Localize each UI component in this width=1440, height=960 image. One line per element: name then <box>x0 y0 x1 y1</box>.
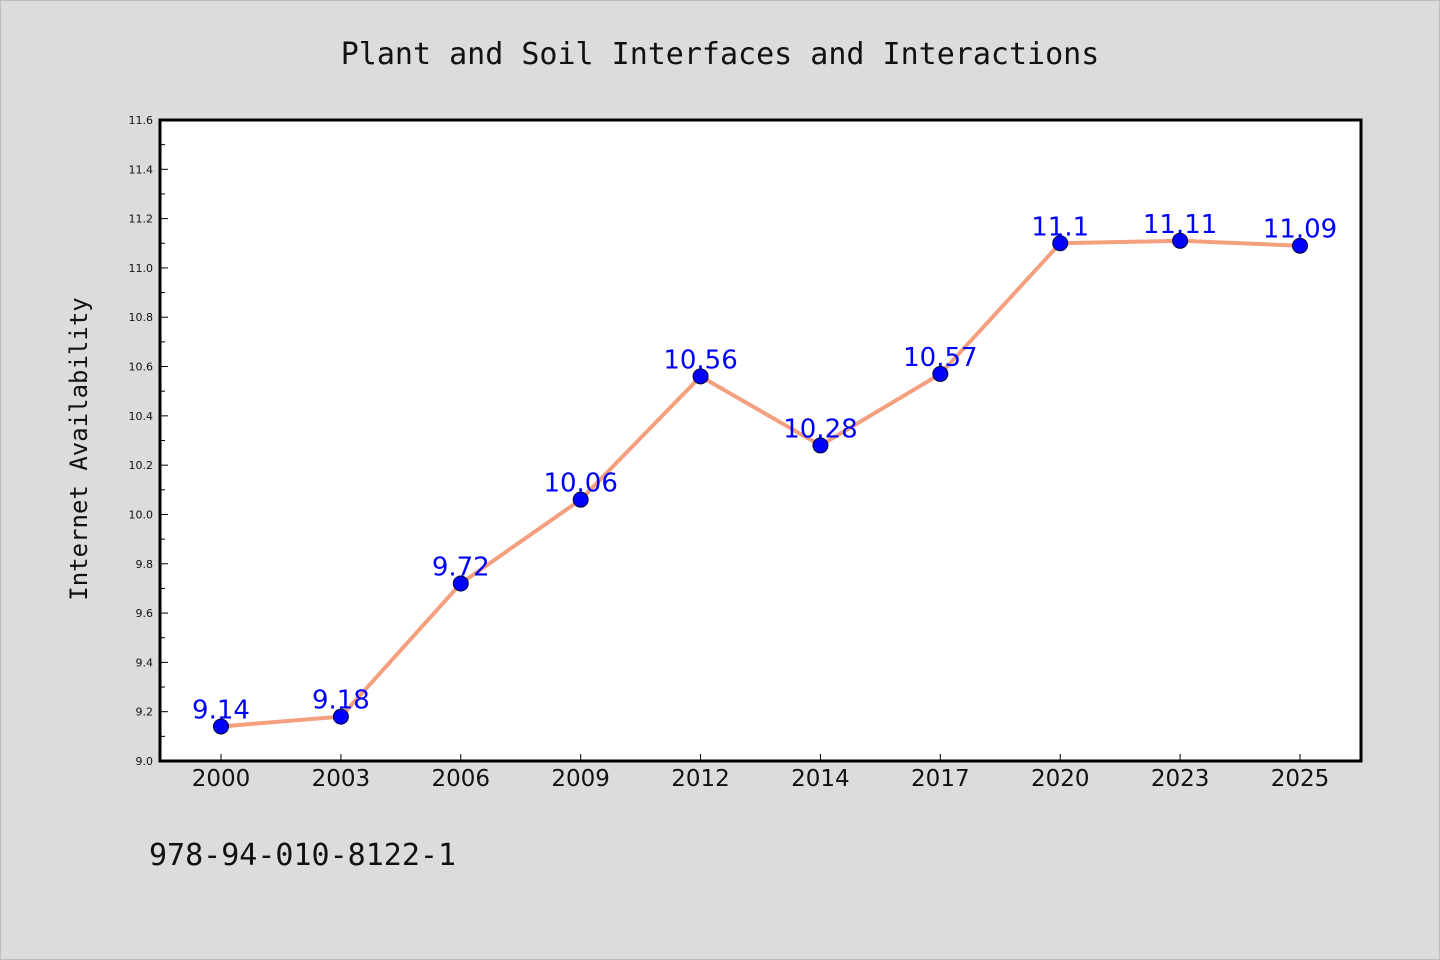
y-tick-label: 9.4 <box>136 656 154 669</box>
x-tick-label: 2023 <box>1151 766 1210 792</box>
data-point <box>213 718 229 735</box>
data-label: 9.72 <box>432 552 490 582</box>
data-point <box>812 437 829 454</box>
data-point <box>332 708 349 725</box>
y-axis-ticks: 9.0 9.2 9.4 9.6 9.8 10.0 10.2 10.4 10.6 10.8 11.0 1… <box>129 114 168 768</box>
y-tick-label: 11.2 <box>129 213 154 226</box>
chart-title: Plant and Soil Interfaces and Interactio… <box>341 37 1100 72</box>
y-tick-label: 10.0 <box>129 508 154 521</box>
data-label: 10.56 <box>663 345 737 375</box>
data-point <box>692 368 709 385</box>
x-tick-label: 2020 <box>1031 766 1090 792</box>
data-point <box>932 365 949 382</box>
x-tick-label: 2017 <box>911 766 970 792</box>
x-tick-label: 2000 <box>192 766 251 792</box>
y-tick-label: 10.2 <box>129 459 154 472</box>
data-label-layer: 9.14 9.18 9.72 10.06 10.56 10.28 10.57 11.1 11.1… <box>192 210 1337 726</box>
x-axis-ticks: 2000 2003 2006 2009 2012 2014 2017 2020 2023 2025 <box>192 754 1330 792</box>
data-label: 11.09 <box>1263 215 1337 245</box>
data-label: 11.1 <box>1031 212 1089 242</box>
data-point <box>452 575 469 592</box>
x-tick-label: 2014 <box>791 766 850 792</box>
x-tick-label: 2012 <box>671 766 730 792</box>
data-point <box>1292 237 1308 254</box>
data-label: 9.14 <box>192 695 250 725</box>
isbn-footnote: 978-94-010-8122-1 <box>149 838 456 873</box>
plot-area <box>158 118 1363 763</box>
y-tick-label: 10.8 <box>129 311 154 324</box>
data-label: 10.06 <box>543 469 617 499</box>
series-layer <box>213 232 1308 735</box>
data-label: 10.57 <box>903 343 977 373</box>
series-line <box>219 238 1302 729</box>
y-axis-label: Internet Availability <box>65 297 93 600</box>
data-point <box>1052 235 1069 252</box>
data-label: 9.18 <box>312 686 370 716</box>
y-tick-label: 10.4 <box>129 410 154 423</box>
data-label: 11.11 <box>1143 210 1217 240</box>
x-tick-label: 2009 <box>551 766 610 792</box>
x-tick-label: 2003 <box>312 766 371 792</box>
x-tick-label: 2025 <box>1271 766 1330 792</box>
x-tick-label: 2006 <box>432 766 491 792</box>
y-tick-label: 9.2 <box>136 706 154 719</box>
data-point <box>1172 232 1189 249</box>
y-tick-label: 9.6 <box>136 607 154 620</box>
y-tick-label: 11.4 <box>129 163 154 176</box>
y-tick-label: 11.0 <box>129 262 154 275</box>
y-tick-label: 10.6 <box>129 361 154 374</box>
y-tick-label: 9.8 <box>136 558 154 571</box>
data-point <box>572 491 589 508</box>
data-label: 10.28 <box>783 414 857 444</box>
y-tick-label: 9.0 <box>136 755 154 768</box>
y-tick-label: 11.6 <box>129 114 154 127</box>
